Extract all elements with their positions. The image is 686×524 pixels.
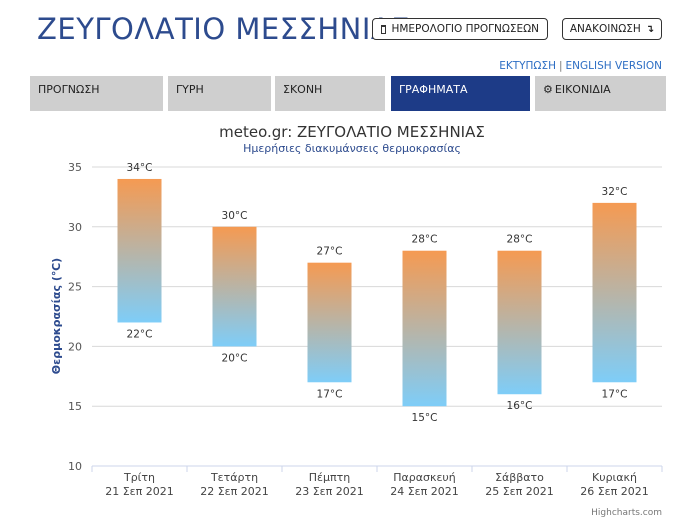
turn-down-arrow-icon: ↴ (645, 23, 655, 35)
temperature-bar[interactable] (497, 250, 542, 395)
high-temp-label: 32°C (602, 186, 628, 198)
temperature-bar[interactable] (592, 202, 637, 383)
gear-icon: ⚙ (543, 83, 553, 96)
x-tick-day-label: Σάββατο (495, 471, 544, 484)
low-temp-label: 22°C (127, 328, 153, 340)
temperature-bar[interactable] (402, 250, 447, 407)
tab-forecast-label: ΠΡΟΓΝΩΣΗ (38, 83, 100, 96)
x-tick-day-label: Παρασκευή (393, 471, 456, 484)
english-version-link[interactable]: ENGLISH VERSION (565, 60, 662, 72)
x-tick-day-label: Κυριακή (592, 471, 637, 484)
low-temp-label: 17°C (317, 388, 343, 400)
y-tick-label: 15 (68, 400, 82, 413)
announcement-button[interactable]: ΑΝΑΚΟΙΝΩΣΗ ↴ (562, 18, 662, 40)
temperature-bar[interactable] (212, 226, 257, 347)
nav-tabs: ΠΡΟΓΝΩΣΗ ΓΥΡΗ ΣΚΟΝΗ ΓΡΑΦΗΜΑΤΑ ⚙ ΕΙΚΟΝΙΔΙΑ (30, 76, 666, 111)
high-temp-label: 30°C (222, 210, 248, 222)
tab-icons-label: ΕΙΚΟΝΙΔΙΑ (554, 83, 611, 96)
y-tick-label: 35 (68, 161, 82, 174)
x-tick-date-label: 23 Σεπ 2021 (295, 485, 364, 498)
forecast-calendar-label: ΗΜΕΡΟΛΟΓΙΟ ΠΡΟΓΝΩΣΕΩΝ (391, 23, 539, 35)
announcement-label: ΑΝΑΚΟΙΝΩΣΗ (569, 23, 641, 35)
x-tick-day-label: Τρίτη (123, 471, 155, 484)
tab-icons[interactable]: ⚙ ΕΙΚΟΝΙΔΙΑ (535, 76, 666, 111)
low-temp-label: 16°C (507, 400, 533, 412)
x-tick-date-label: 26 Σεπ 2021 (580, 485, 649, 498)
y-axis-label: Θερμοκρασίας (℃) (50, 258, 63, 374)
forecast-calendar-button[interactable]: ΗΜΕΡΟΛΟΓΙΟ ΠΡΟΓΝΩΣΕΩΝ (372, 18, 548, 40)
x-tick-day-label: Πέμπτη (309, 471, 350, 484)
tab-forecast[interactable]: ΠΡΟΓΝΩΣΗ (30, 76, 163, 111)
high-temp-label: 27°C (317, 246, 343, 258)
tab-pollen-label: ΓΥΡΗ (176, 83, 204, 96)
high-temp-label: 28°C (412, 234, 438, 246)
temperature-bar[interactable] (307, 262, 352, 383)
y-tick-label: 30 (68, 221, 82, 234)
top-links: ΕΚΤΥΠΩΣΗ | ENGLISH VERSION (499, 60, 662, 72)
x-tick-day-label: Τετάρτη (210, 471, 258, 484)
y-tick-label: 25 (68, 281, 82, 294)
temperature-bar[interactable] (117, 178, 162, 323)
high-temp-label: 28°C (507, 234, 533, 246)
print-link[interactable]: ΕΚΤΥΠΩΣΗ (499, 60, 556, 72)
low-temp-label: 15°C (412, 412, 438, 424)
x-tick-date-label: 21 Σεπ 2021 (105, 485, 174, 498)
chart-subtitle: Ημερήσιες διακυμάνσεις θερμοκρασίας (243, 142, 461, 155)
link-separator: | (558, 60, 563, 72)
x-tick-date-label: 25 Σεπ 2021 (485, 485, 554, 498)
tab-pollen[interactable]: ΓΥΡΗ (168, 76, 271, 111)
calendar-icon (381, 24, 387, 34)
y-tick-label: 20 (68, 340, 82, 353)
tab-dust[interactable]: ΣΚΟΝΗ (275, 76, 385, 111)
highcharts-credit[interactable]: Highcharts.com (591, 508, 662, 518)
x-tick-date-label: 22 Σεπ 2021 (200, 485, 269, 498)
tab-dust-label: ΣΚΟΝΗ (283, 83, 323, 96)
low-temp-label: 20°C (222, 352, 248, 364)
page-title: ΖΕΥΓΟΛΑΤΙΟ ΜΕΣΣΗΝΙΑΣ (37, 12, 411, 46)
y-tick-label: 10 (68, 460, 82, 473)
low-temp-label: 17°C (602, 388, 628, 400)
tab-charts[interactable]: ΓΡΑΦΗΜΑΤΑ (391, 76, 530, 111)
chart-title: meteo.gr: ΖΕΥΓΟΛΑΤΙΟ ΜΕΣΣΗΝΙΑΣ (219, 123, 485, 141)
tab-charts-label: ΓΡΑΦΗΜΑΤΑ (399, 83, 468, 96)
high-temp-label: 34°C (127, 162, 153, 174)
x-tick-date-label: 24 Σεπ 2021 (390, 485, 459, 498)
